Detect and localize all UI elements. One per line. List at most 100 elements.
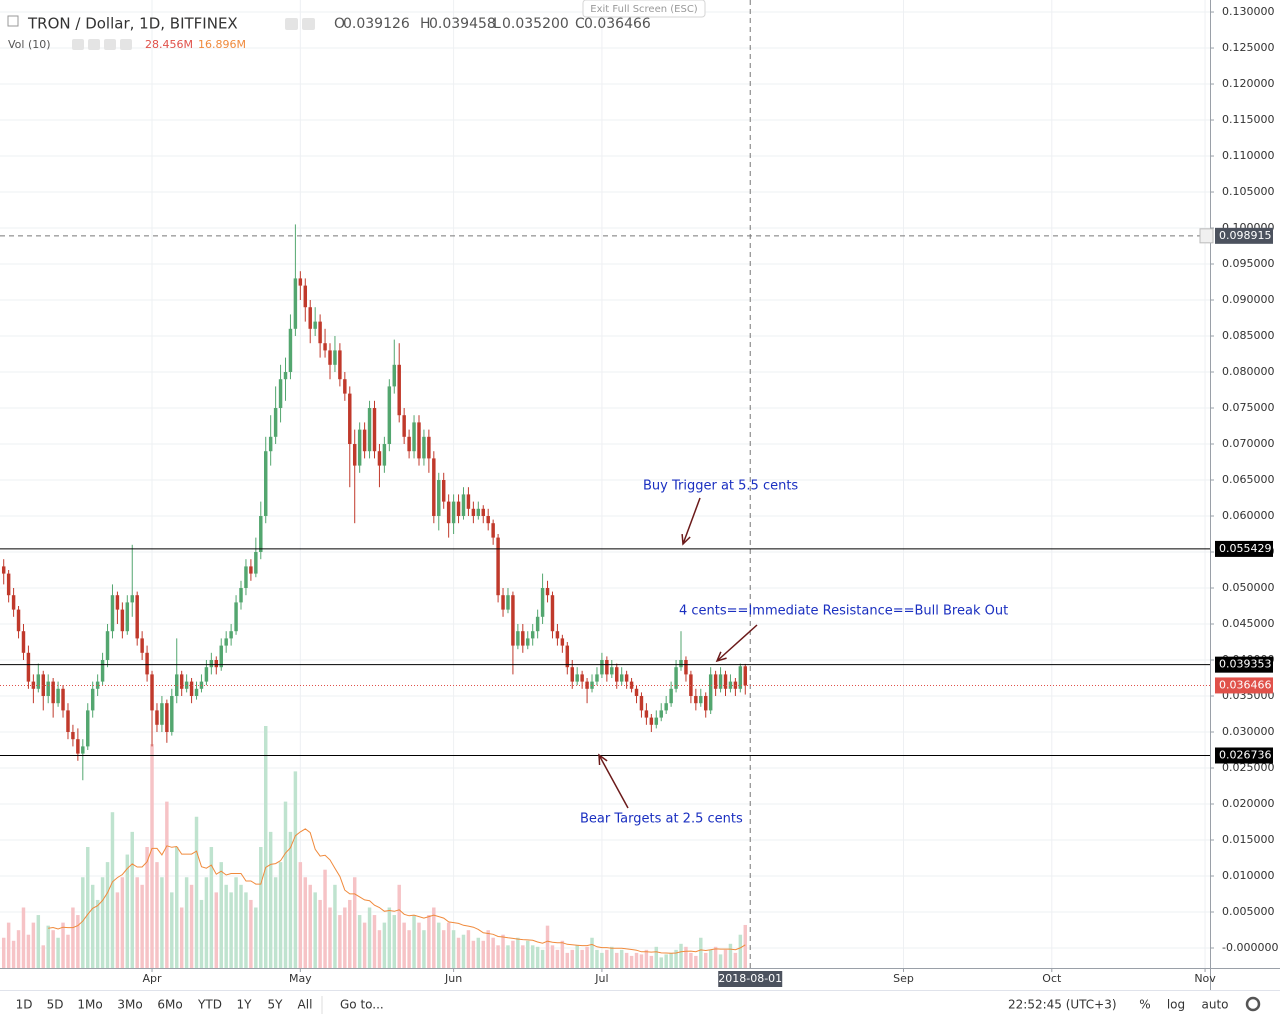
candle-body — [644, 710, 649, 718]
volume-bar — [323, 869, 327, 968]
volume-bar — [644, 949, 649, 968]
candle-body — [560, 638, 565, 646]
candle-body — [234, 602, 238, 632]
volume-bar — [461, 934, 466, 968]
annotation: Bear Targets at 2.5 cents — [580, 812, 743, 827]
volume-bar — [516, 937, 520, 968]
candle-body — [461, 494, 466, 517]
volume-bar — [110, 812, 115, 968]
scale-option[interactable]: auto — [1201, 998, 1228, 1012]
volume-bar — [733, 952, 738, 968]
candle-body — [659, 710, 663, 718]
volume-bar — [615, 952, 619, 968]
range-button[interactable]: 3Mo — [117, 998, 142, 1012]
range-button[interactable]: 1Mo — [77, 998, 102, 1012]
volume-bar — [387, 907, 392, 968]
volume-bar — [694, 955, 698, 968]
candle-body — [619, 674, 624, 682]
volume-bar — [585, 946, 589, 968]
collapse-icon[interactable] — [7, 15, 19, 27]
volume-bar — [407, 930, 411, 968]
icon[interactable] — [72, 39, 84, 50]
candle-body — [486, 516, 490, 524]
candle-body — [268, 436, 273, 452]
candle-body — [130, 595, 134, 603]
range-button[interactable]: All — [298, 998, 313, 1012]
volume-bar — [595, 949, 599, 968]
candle-body — [629, 681, 634, 689]
range-button[interactable]: 6Mo — [157, 998, 182, 1012]
candle-body — [481, 508, 485, 517]
volume-bar — [476, 937, 481, 968]
range-button[interactable]: 1Y — [237, 998, 253, 1012]
volume-legend: Vol (10) — [8, 38, 51, 51]
scale-option[interactable]: % — [1139, 998, 1150, 1012]
candle-body — [718, 674, 723, 689]
volume-bar — [738, 934, 743, 968]
candle-body — [214, 659, 219, 668]
volume-bar — [224, 884, 228, 968]
candle-body — [11, 595, 16, 610]
crosshair-plus[interactable] — [1199, 228, 1214, 244]
candle-body — [466, 494, 471, 509]
scale-option[interactable]: log — [1167, 998, 1185, 1012]
volume-bar — [491, 937, 495, 968]
candle-body — [348, 393, 352, 445]
range-button[interactable]: 5Y — [268, 998, 284, 1012]
volume-bar — [654, 946, 659, 968]
candle-body — [86, 710, 90, 747]
candle-body — [76, 739, 80, 754]
volume-bar — [704, 952, 708, 968]
icon[interactable] — [104, 39, 116, 50]
candle-body — [224, 638, 228, 646]
volume-bar — [105, 862, 110, 968]
candle-body — [303, 285, 308, 308]
annotation-arrowhead — [598, 753, 608, 766]
symbol-title[interactable]: TRON / Dollar, 1D, BITFINEX — [27, 15, 238, 33]
volume-bar — [565, 952, 570, 968]
icon[interactable] — [88, 39, 100, 50]
icon[interactable] — [120, 39, 132, 50]
settings-gear[interactable] — [1245, 996, 1261, 1012]
volume-bar — [441, 930, 446, 968]
exit-fullscreen-button[interactable] — [582, 0, 706, 18]
range-button[interactable]: 5D — [47, 998, 64, 1012]
candle-body — [264, 451, 268, 517]
goto-button[interactable]: Go to... — [340, 998, 384, 1012]
volume-bar — [209, 847, 214, 968]
volume-bar — [560, 940, 565, 968]
candle-body — [293, 278, 298, 329]
candle-body — [511, 595, 515, 646]
settings-icon[interactable] — [302, 18, 315, 30]
volume-bar — [204, 877, 209, 968]
overlays: Buy Trigger at 5.5 cents 4 cents==Immedia… — [0, 0, 1210, 968]
candle-body — [590, 681, 594, 689]
candle-body — [244, 566, 248, 588]
volume-bar — [580, 949, 584, 968]
candle-body — [669, 688, 673, 704]
candle-body — [649, 717, 654, 725]
ohlc-value: 0.036466 — [584, 16, 651, 32]
range-button[interactable]: YTD — [197, 998, 222, 1012]
volume-bar — [189, 884, 194, 968]
volume-bar — [288, 831, 293, 968]
candle-body — [610, 667, 614, 675]
volume-bar — [348, 899, 352, 968]
settings-icon[interactable] — [285, 18, 298, 30]
price-pane — [1, 224, 748, 781]
range-button[interactable]: 1D — [16, 998, 33, 1012]
candle-body — [684, 659, 688, 675]
candle-body — [333, 350, 337, 365]
volume-bar — [486, 930, 490, 968]
level-label-bg — [1215, 656, 1273, 673]
volume-bar — [26, 934, 31, 968]
toolbar — [0, 990, 1280, 1024]
volume-legend-icons — [72, 39, 132, 50]
exit-fullscreen[interactable]: Exit Full Screen (ESC) — [590, 4, 698, 15]
volume-bar — [214, 892, 219, 968]
volume-bar — [397, 884, 401, 968]
volume-bar — [600, 952, 604, 968]
last-price-label: 0.036466 — [1219, 678, 1272, 691]
axes: -0.000000 0.005000 0.010000 0.015000 0.02000… — [143, 5, 1278, 987]
